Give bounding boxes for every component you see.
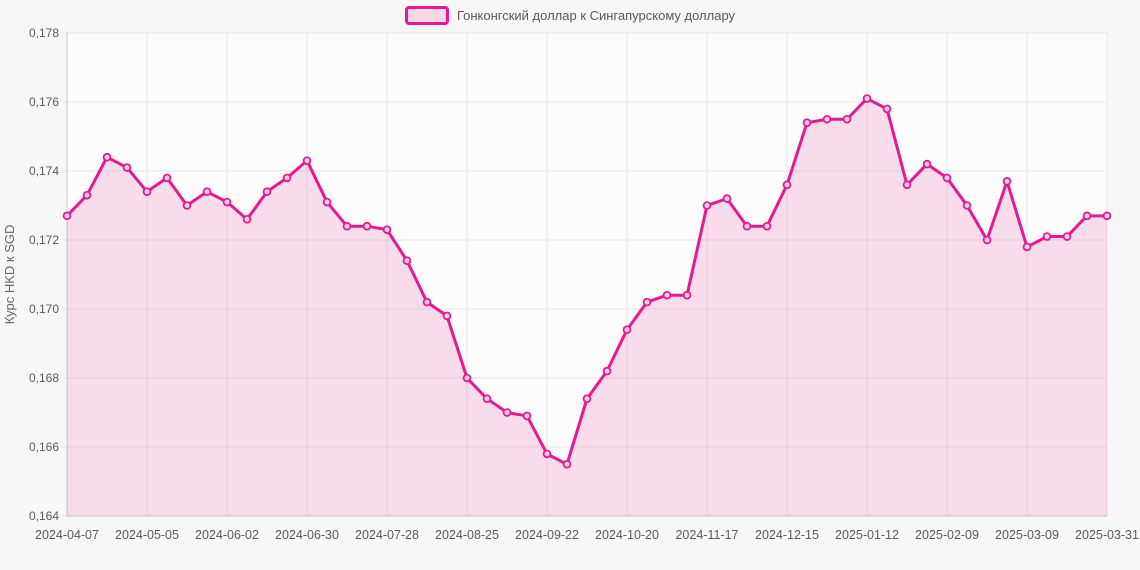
y-tick-label: 0,174 bbox=[29, 164, 59, 178]
data-point-marker[interactable] bbox=[502, 408, 512, 417]
data-point-marker[interactable] bbox=[642, 297, 652, 307]
data-point-marker[interactable] bbox=[582, 394, 592, 404]
data-point-marker[interactable] bbox=[1082, 211, 1092, 221]
data-point-marker[interactable] bbox=[442, 311, 452, 321]
data-point-marker[interactable] bbox=[782, 180, 792, 190]
data-point-marker[interactable] bbox=[822, 114, 832, 124]
data-point-marker[interactable] bbox=[1042, 232, 1052, 241]
data-point-marker[interactable] bbox=[1022, 242, 1032, 252]
x-tick-label: 2024-06-30 bbox=[275, 528, 339, 542]
data-point-marker[interactable] bbox=[182, 201, 192, 210]
data-point-marker[interactable] bbox=[1062, 232, 1072, 241]
y-tick-label: 0,170 bbox=[29, 302, 59, 316]
data-point-marker[interactable] bbox=[422, 297, 432, 307]
y-tick-label: 0,168 bbox=[29, 371, 59, 385]
data-point-marker[interactable] bbox=[622, 325, 632, 335]
data-point-marker[interactable] bbox=[862, 94, 872, 103]
data-point-marker[interactable] bbox=[542, 449, 552, 459]
data-point-marker[interactable] bbox=[462, 373, 472, 383]
data-point-marker[interactable] bbox=[122, 163, 132, 172]
data-point-marker[interactable] bbox=[262, 187, 272, 197]
y-tick-label: 0,164 bbox=[29, 509, 59, 523]
data-point-marker[interactable] bbox=[982, 235, 992, 245]
data-point-marker[interactable] bbox=[322, 197, 332, 207]
legend-item[interactable]: Гонконгский доллар к Сингапурскому долла… bbox=[0, 0, 1140, 30]
x-tick-label: 2024-04-07 bbox=[35, 528, 99, 542]
data-point-marker[interactable] bbox=[1102, 211, 1112, 221]
data-point-marker[interactable] bbox=[602, 366, 612, 376]
data-point-marker[interactable] bbox=[282, 173, 292, 183]
data-point-marker[interactable] bbox=[922, 159, 932, 169]
x-tick-label: 2025-03-09 bbox=[995, 528, 1059, 542]
legend-label: Гонконгский доллар к Сингапурскому долла… bbox=[456, 7, 736, 23]
data-point-marker[interactable] bbox=[762, 221, 772, 231]
y-tick-label: 0,176 bbox=[29, 95, 59, 109]
x-tick-label: 2024-08-25 bbox=[435, 528, 499, 542]
data-point-marker[interactable] bbox=[702, 201, 712, 210]
y-axis-title: Курс HKD к SGD bbox=[2, 225, 17, 325]
legend-swatch-icon bbox=[404, 5, 449, 25]
data-point-marker[interactable] bbox=[142, 187, 152, 197]
plot-background bbox=[67, 33, 1107, 516]
x-tick-label: 2025-03-31 bbox=[1075, 528, 1139, 542]
y-tick-label: 0,166 bbox=[29, 440, 59, 454]
data-point-marker[interactable] bbox=[342, 221, 352, 231]
data-point-marker[interactable] bbox=[382, 225, 392, 234]
data-point-marker[interactable] bbox=[882, 104, 892, 114]
data-point-marker[interactable] bbox=[202, 187, 212, 197]
data-point-marker[interactable] bbox=[302, 156, 312, 165]
x-tick-label: 2024-07-28 bbox=[355, 528, 419, 542]
x-tick-label: 2024-09-22 bbox=[515, 528, 579, 542]
x-tick-label: 2024-10-20 bbox=[595, 528, 659, 542]
x-tick-label: 2024-12-15 bbox=[755, 528, 819, 542]
data-point-marker[interactable] bbox=[682, 290, 692, 300]
data-point-marker[interactable] bbox=[222, 197, 232, 207]
x-tick-label: 2025-01-12 bbox=[835, 528, 899, 542]
x-tick-label: 2024-05-05 bbox=[115, 528, 179, 542]
data-point-marker[interactable] bbox=[482, 394, 492, 404]
data-point-marker[interactable] bbox=[62, 211, 72, 221]
y-tick-label: 0,172 bbox=[29, 233, 59, 247]
data-point-marker[interactable] bbox=[942, 173, 952, 183]
x-tick-label: 2024-06-02 bbox=[195, 528, 259, 542]
data-point-marker[interactable] bbox=[242, 215, 252, 224]
data-point-marker[interactable] bbox=[562, 459, 572, 469]
data-point-marker[interactable] bbox=[802, 118, 812, 127]
x-tick-label: 2025-02-09 bbox=[915, 528, 979, 542]
data-point-marker[interactable] bbox=[82, 190, 92, 200]
y-tick-label: 0,178 bbox=[29, 26, 59, 40]
data-point-marker[interactable] bbox=[522, 411, 532, 421]
data-point-marker[interactable] bbox=[102, 152, 112, 162]
data-point-marker[interactable] bbox=[162, 173, 172, 183]
data-point-marker[interactable] bbox=[362, 221, 372, 231]
data-point-marker[interactable] bbox=[902, 180, 912, 190]
data-point-marker[interactable] bbox=[662, 290, 672, 300]
data-point-marker[interactable] bbox=[402, 256, 412, 266]
data-point-marker[interactable] bbox=[1002, 177, 1012, 186]
data-point-marker[interactable] bbox=[742, 221, 752, 231]
data-point-marker[interactable] bbox=[722, 194, 732, 203]
x-tick-label: 2024-11-17 bbox=[675, 528, 738, 542]
data-point-marker[interactable] bbox=[842, 114, 852, 124]
data-point-marker[interactable] bbox=[962, 201, 972, 210]
